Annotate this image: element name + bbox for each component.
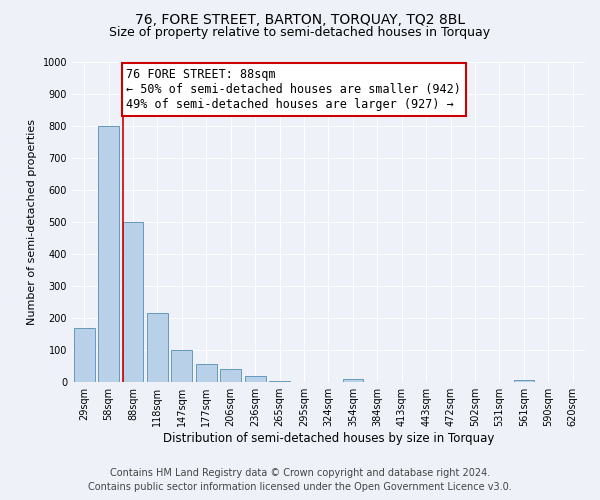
Bar <box>74 328 95 382</box>
Bar <box>122 222 143 382</box>
Bar <box>196 364 217 382</box>
Bar <box>220 370 241 382</box>
Bar <box>98 126 119 382</box>
Bar <box>514 380 535 382</box>
Bar <box>147 314 168 382</box>
Bar <box>343 379 363 382</box>
Bar <box>172 350 192 382</box>
Text: Size of property relative to semi-detached houses in Torquay: Size of property relative to semi-detach… <box>109 26 491 39</box>
Text: Contains HM Land Registry data © Crown copyright and database right 2024.
Contai: Contains HM Land Registry data © Crown c… <box>88 468 512 492</box>
Text: 76 FORE STREET: 88sqm
← 50% of semi-detached houses are smaller (942)
49% of sem: 76 FORE STREET: 88sqm ← 50% of semi-deta… <box>126 68 461 111</box>
Y-axis label: Number of semi-detached properties: Number of semi-detached properties <box>27 119 37 325</box>
Text: 76, FORE STREET, BARTON, TORQUAY, TQ2 8BL: 76, FORE STREET, BARTON, TORQUAY, TQ2 8B… <box>135 12 465 26</box>
X-axis label: Distribution of semi-detached houses by size in Torquay: Distribution of semi-detached houses by … <box>163 432 494 445</box>
Bar <box>269 380 290 382</box>
Bar <box>245 376 266 382</box>
